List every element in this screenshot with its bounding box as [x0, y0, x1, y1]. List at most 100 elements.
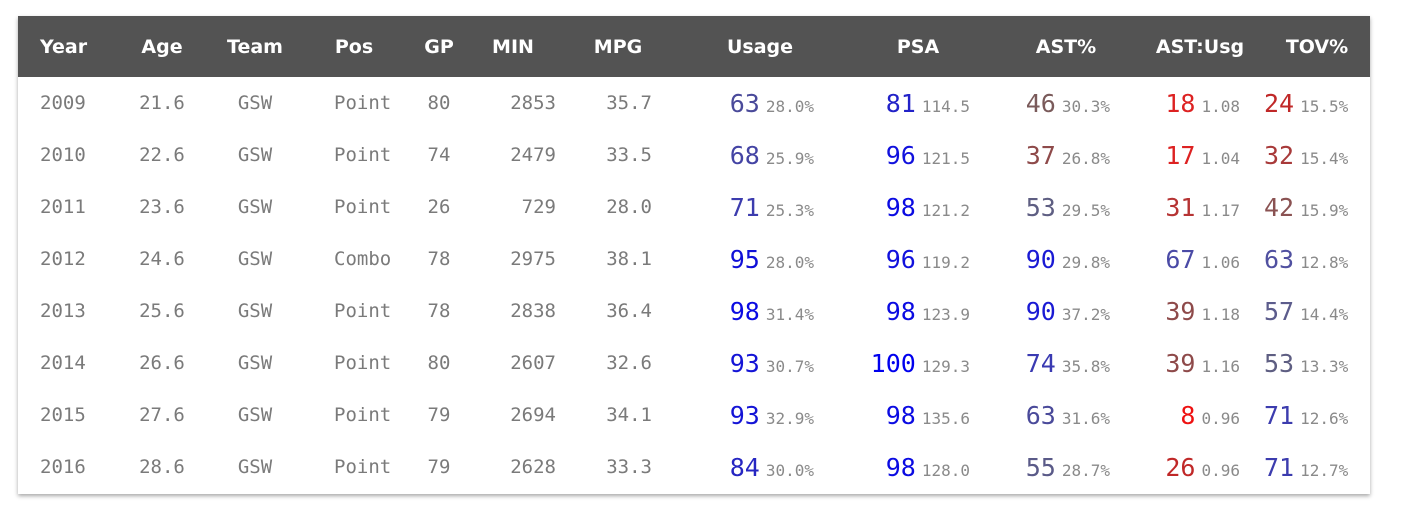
psa-rank: 100 — [870, 348, 916, 378]
cell-astusg: 31 1.17 — [1136, 181, 1264, 233]
cell-year: 2011 — [40, 196, 86, 218]
cell-min: 2628 — [510, 456, 556, 478]
psa-raw-value: 119.2 — [921, 252, 970, 272]
col-header-usage[interactable]: Usage — [726, 35, 794, 58]
cell-year: 2012 — [40, 248, 86, 270]
cell-tov: 71 12.7% — [1264, 441, 1370, 493]
ast-rank: 55 — [1025, 452, 1056, 482]
tov-rank: 32 — [1264, 140, 1295, 170]
ast-rank: 90 — [1025, 244, 1056, 274]
psa-raw-value: 114.5 — [921, 96, 970, 116]
tov-raw-value: 13.3% — [1300, 356, 1349, 376]
cell-pos: Combo — [334, 248, 392, 270]
cell-tov: 63 12.8% — [1264, 233, 1370, 285]
cell-astusg: 39 1.18 — [1136, 285, 1264, 337]
psa-rank: 98 — [885, 400, 916, 430]
cell-year: 2016 — [40, 456, 86, 478]
cell-ast: 55 28.7% — [996, 441, 1136, 493]
cell-astusg: 18 1.08 — [1136, 77, 1264, 129]
cell-team: GSW — [237, 144, 273, 166]
astusg-raw-value: 0.96 — [1201, 408, 1240, 428]
usage-rank: 63 — [729, 88, 760, 118]
cell-team: GSW — [237, 92, 273, 114]
cell-usage: 63 28.0% — [680, 77, 840, 129]
usage-rank: 98 — [729, 296, 760, 326]
cell-age: 27.6 — [139, 404, 185, 426]
table-row: 2015 27.6 GSW Point 79 2694 34.1 93 32.9% 98 135.6… — [18, 389, 1370, 441]
cell-year: 2009 — [40, 92, 86, 114]
cell-ast: 63 31.6% — [996, 389, 1136, 441]
col-header-min[interactable]: MIN — [492, 35, 534, 58]
cell-age: 26.6 — [139, 352, 185, 374]
astusg-raw-value: 1.04 — [1201, 148, 1240, 168]
ast-raw-value: 28.7% — [1061, 460, 1110, 480]
psa-raw-value: 135.6 — [921, 408, 970, 428]
astusg-rank: 39 — [1165, 348, 1196, 378]
psa-rank: 98 — [885, 452, 916, 482]
table-row: 2014 26.6 GSW Point 80 2607 32.6 93 30.7% 100 129.… — [18, 337, 1370, 389]
cell-tov: 32 15.4% — [1264, 129, 1370, 181]
cell-mpg: 36.4 — [606, 300, 652, 322]
psa-rank: 98 — [885, 192, 916, 222]
usage-raw-value: 28.0% — [765, 96, 814, 116]
col-header-gp[interactable]: GP — [424, 35, 454, 58]
cell-mpg: 35.7 — [606, 92, 652, 114]
tov-rank: 71 — [1264, 400, 1295, 430]
cell-pos: Point — [334, 144, 392, 166]
cell-psa: 96 121.5 — [840, 129, 996, 181]
ast-rank: 63 — [1025, 400, 1056, 430]
usage-raw-value: 30.7% — [765, 356, 814, 376]
cell-min: 2694 — [510, 404, 556, 426]
cell-gp: 78 — [427, 300, 451, 322]
col-header-mpg[interactable]: MPG — [593, 35, 643, 58]
tov-rank: 71 — [1264, 452, 1295, 482]
cell-ast: 74 35.8% — [996, 337, 1136, 389]
astusg-raw-value: 1.17 — [1201, 200, 1240, 220]
cell-age: 24.6 — [139, 248, 185, 270]
cell-team: GSW — [237, 404, 273, 426]
usage-rank: 93 — [729, 348, 760, 378]
tov-raw-value: 12.6% — [1300, 408, 1349, 428]
col-header-pos[interactable]: Pos — [334, 35, 374, 58]
col-header-ast-usg[interactable]: AST:Usg — [1155, 35, 1245, 58]
table-row: 2016 28.6 GSW Point 79 2628 33.3 84 30.0% 98 128.0… — [18, 441, 1370, 493]
cell-astusg: 39 1.16 — [1136, 337, 1264, 389]
col-header-year[interactable]: Year — [40, 35, 88, 58]
cell-tov: 71 12.6% — [1264, 389, 1370, 441]
astusg-rank: 17 — [1165, 140, 1196, 170]
ast-raw-value: 37.2% — [1061, 304, 1110, 324]
cell-usage: 84 30.0% — [680, 441, 840, 493]
psa-raw-value: 129.3 — [921, 356, 970, 376]
cell-usage: 68 25.9% — [680, 129, 840, 181]
col-header-team[interactable]: Team — [227, 35, 283, 58]
cell-mpg: 33.5 — [606, 144, 652, 166]
astusg-rank: 26 — [1165, 452, 1196, 482]
usage-rank: 93 — [729, 400, 760, 430]
table-row: 2011 23.6 GSW Point 26 729 28.0 71 25.3% 98 121.2 5… — [18, 181, 1370, 233]
cell-usage: 98 31.4% — [680, 285, 840, 337]
cell-year: 2010 — [40, 144, 86, 166]
ast-raw-value: 26.8% — [1061, 148, 1110, 168]
usage-raw-value: 25.9% — [765, 148, 814, 168]
cell-astusg: 8 0.96 — [1136, 389, 1264, 441]
cell-mpg: 34.1 — [606, 404, 652, 426]
astusg-rank: 39 — [1165, 296, 1196, 326]
col-header-age[interactable]: Age — [141, 35, 183, 58]
col-header-ast-pct[interactable]: AST% — [1035, 35, 1097, 58]
cell-team: GSW — [237, 456, 273, 478]
ast-raw-value: 29.8% — [1061, 252, 1110, 272]
cell-min: 2607 — [510, 352, 556, 374]
cell-pos: Point — [334, 352, 392, 374]
astusg-raw-value: 1.18 — [1201, 304, 1240, 324]
ast-rank: 37 — [1025, 140, 1056, 170]
cell-mpg: 28.0 — [606, 196, 652, 218]
header-row: Year Age Team Pos GP MIN MPG Usage PSA A… — [18, 16, 1370, 77]
table-row: 2009 21.6 GSW Point 80 2853 35.7 63 28.0% 81 114.5… — [18, 77, 1370, 129]
col-header-tov-pct[interactable]: TOV% — [1285, 35, 1349, 58]
col-header-psa[interactable]: PSA — [896, 35, 940, 58]
cell-ast: 37 26.8% — [996, 129, 1136, 181]
cell-gp: 79 — [427, 404, 451, 426]
cell-min: 2975 — [510, 248, 556, 270]
cell-gp: 26 — [427, 196, 451, 218]
tov-raw-value: 15.5% — [1300, 96, 1349, 116]
